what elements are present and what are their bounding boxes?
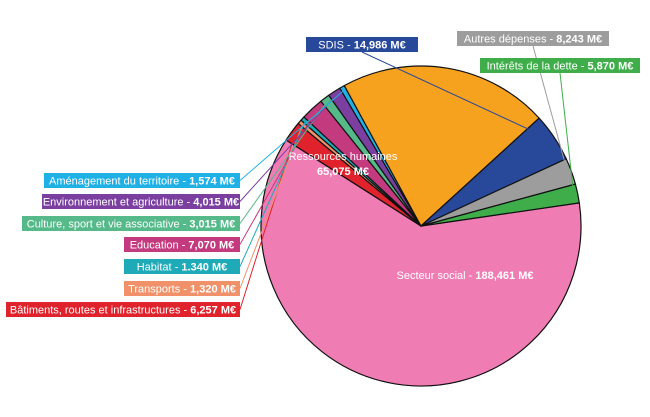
label-text: Education - 7,070 M€ <box>130 240 235 252</box>
label-box <box>457 31 609 46</box>
slice-secteur-social <box>260 139 582 387</box>
label-box <box>124 237 240 252</box>
label-text: Autres dépenses - 8,243 M€ <box>464 34 602 46</box>
leader-interets-de-la-dette <box>559 72 575 195</box>
pie-slices <box>260 65 582 387</box>
label-box <box>44 173 240 188</box>
label-box <box>22 216 240 231</box>
slice-labels: Secteur social - 188,461 M€ Bâtiments, ro… <box>6 31 640 317</box>
label-box <box>42 194 240 209</box>
label-text: SDIS - 14,986 M€ <box>318 40 405 52</box>
label-box <box>124 281 240 296</box>
label-text: Habitat - 1.340 M€ <box>137 262 228 274</box>
leader-sdis <box>361 51 552 141</box>
label-text: Transports - 1,320 M€ <box>128 284 236 296</box>
label-batiments-routes-et-infrastructures: Bâtiments, routes et infrastructures - 6… <box>6 302 240 317</box>
label-sdis: SDIS - 14,986 M€ <box>306 37 418 52</box>
label-text: Culture, sport et vie associative - 3,01… <box>27 219 236 231</box>
label-box <box>306 37 418 52</box>
label-text: Bâtiments, routes et infrastructures - 6… <box>10 305 236 317</box>
leader-habitat <box>239 120 306 267</box>
label-autres-depenses: Autres dépenses - 8,243 M€ <box>457 31 609 46</box>
label-text: Environnement et agriculture - 4,015 M€ <box>43 197 239 209</box>
label-text: Aménagement du territoire - 1,574 M€ <box>49 176 235 188</box>
label-transports: Transports - 1,320 M€ <box>124 281 240 296</box>
label-culture-sport-et-vie-associative: Culture, sport et vie associative - 3,01… <box>22 216 240 231</box>
label-amenagement-du-territoire: Aménagement du territoire - 1,574 M€ <box>44 173 240 188</box>
label-habitat: Habitat - 1.340 M€ <box>124 259 240 274</box>
label-secteur-social: Secteur social - 188,461 M€ <box>397 270 534 282</box>
leader-lines <box>239 45 575 310</box>
label-box <box>124 259 240 274</box>
leader-amenagement-du-territoire <box>239 89 345 181</box>
label-text: Intérêts de la dette - 5,870 M€ <box>487 61 634 73</box>
label-box <box>480 58 640 73</box>
slice-ressources-humaines <box>343 65 540 227</box>
label-interets-de-la-dette: Intérêts de la dette - 5,870 M€ <box>480 58 640 73</box>
label-environnement-et-agriculture: Environnement et agriculture - 4,015 M€ <box>42 194 240 209</box>
leader-education <box>239 111 316 245</box>
leader-environnement-et-agriculture <box>239 94 337 202</box>
label-ressources-humaines: Ressources humaines 65,075 M€ <box>289 151 398 178</box>
slice-interets-de-la-dette <box>420 183 580 227</box>
label-education: Education - 7,070 M€ <box>124 237 240 252</box>
label-box <box>6 302 240 317</box>
